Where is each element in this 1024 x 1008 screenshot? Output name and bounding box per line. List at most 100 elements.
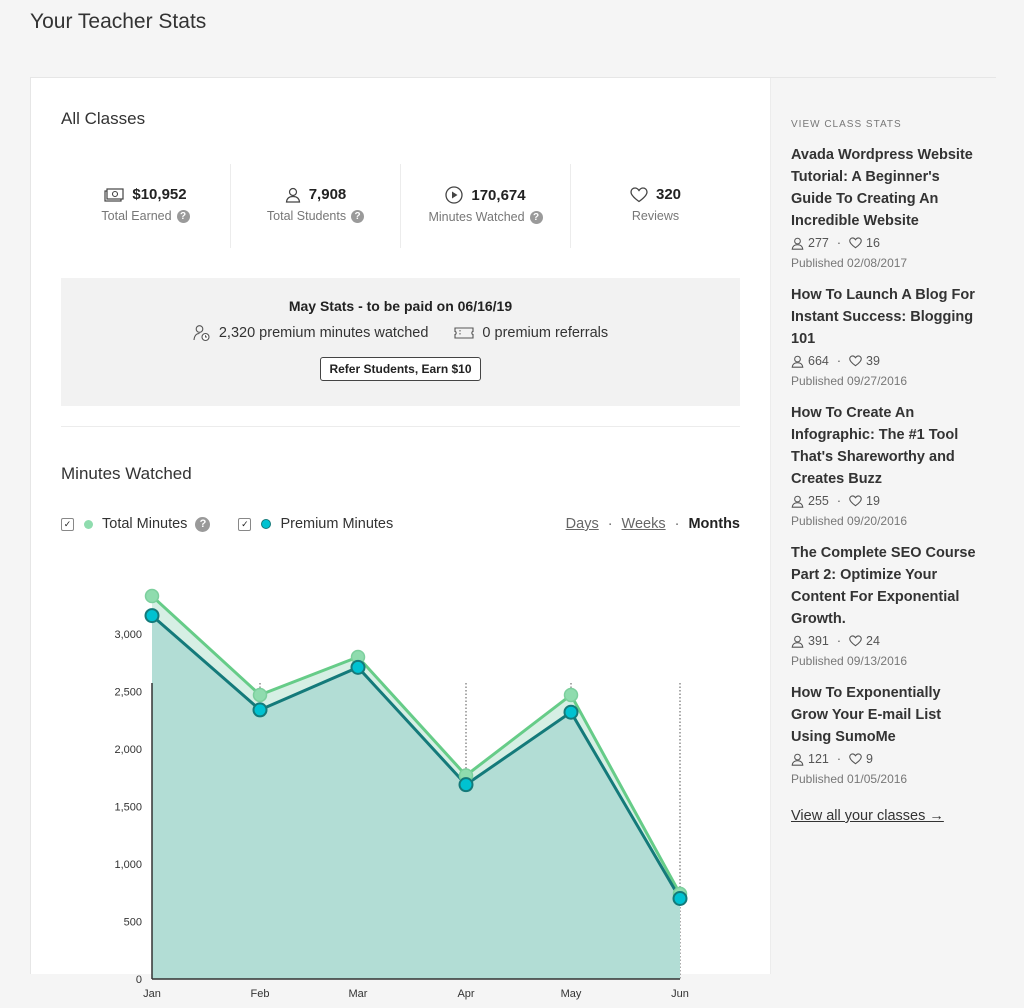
page-title: Your Teacher Stats	[30, 10, 207, 33]
meta-sep: ·	[836, 634, 842, 648]
y-tick-label: 3,000	[114, 629, 142, 641]
class-students: 277	[808, 236, 829, 250]
x-tick-label: Apr	[457, 988, 474, 1000]
range-sep: ·	[674, 516, 680, 532]
class-item[interactable]: The Complete SEO Course Part 2: Optimize…	[791, 542, 979, 668]
premium-minutes-dot	[261, 519, 272, 529]
minutes-watched-chart: 0 500 1,000 1,500 2,000 2,500 3,000 Jan Feb Mar Ap…	[114, 588, 689, 1000]
stat-label: Total Earned	[101, 209, 172, 223]
legend-premium-label: Premium Minutes	[280, 516, 394, 532]
main-panel: All Classes $10,952 Total Earned? 7,908 …	[31, 78, 770, 1000]
class-title[interactable]: How To Launch A Blog For Instant Success…	[791, 287, 975, 347]
total-minutes-dot	[84, 519, 93, 529]
x-tick-label: Mar	[349, 988, 368, 1000]
sidebar-heading: VIEW CLASS STATS	[791, 119, 902, 130]
stats-row: $10,952 Total Earned? 7,908 Total Studen…	[61, 164, 740, 248]
help-icon[interactable]: ?	[195, 516, 211, 532]
class-item[interactable]: How To Launch A Blog For Instant Success…	[791, 284, 979, 388]
class-title[interactable]: How To Exponentially Grow Your E-mail Li…	[791, 685, 942, 745]
y-tick-label: 2,000	[114, 744, 142, 756]
class-item[interactable]: How To Exponentially Grow Your E-mail Li…	[791, 682, 979, 786]
class-stats-sidebar: VIEW CLASS STATS Avada Wordpress Website…	[770, 78, 997, 974]
class-likes: 16	[866, 236, 880, 250]
meta-sep: ·	[836, 494, 842, 508]
class-published-date: Published 09/20/2016	[791, 514, 908, 528]
class-meta: 255 · 19	[791, 494, 979, 508]
stat-reviews: 320 Reviews	[571, 164, 740, 248]
class-item[interactable]: How To Create An Infographic: The #1 Too…	[791, 402, 979, 528]
class-likes: 39	[866, 354, 880, 368]
class-published-date: Published 09/13/2016	[791, 654, 908, 668]
total-minutes-checkbox[interactable]: ✓	[61, 517, 74, 531]
range-months-link[interactable]: Months	[688, 516, 740, 532]
class-students: 391	[808, 634, 829, 648]
may-stats-box: May Stats - to be paid on 06/16/19 2,320…	[61, 278, 740, 406]
heart-icon	[849, 237, 862, 249]
class-meta: 391 · 24	[791, 634, 979, 648]
heart-icon	[849, 753, 862, 765]
stats-card: All Classes $10,952 Total Earned? 7,908 …	[30, 77, 997, 1000]
legend-total-label: Total Minutes	[102, 516, 188, 532]
y-tick-label: 2,500	[114, 687, 142, 699]
user-icon	[791, 753, 804, 766]
chart-legend: ✓ Total Minutes ? ✓ Premium Minutes	[61, 516, 393, 532]
premium-referrals: 0 premium referrals	[454, 324, 608, 342]
class-meta: 664 · 39	[791, 354, 979, 368]
refer-students-button[interactable]: Refer Students, Earn $10	[320, 357, 481, 381]
y-tick-label: 0	[136, 974, 142, 986]
range-weeks-link[interactable]: Weeks	[621, 516, 666, 532]
minutes-watched-title: Minutes Watched	[61, 464, 192, 483]
class-title[interactable]: How To Create An Infographic: The #1 Too…	[791, 405, 959, 487]
stat-label: Reviews	[631, 209, 680, 223]
stat-value: 7,908	[308, 186, 347, 203]
class-students: 255	[808, 494, 829, 508]
help-icon[interactable]: ?	[176, 209, 190, 223]
x-tick-label: Jan	[143, 988, 161, 1000]
premium-minutes-point	[252, 702, 268, 718]
premium-minutes-point	[458, 777, 474, 793]
help-icon[interactable]: ?	[529, 210, 543, 224]
premium-minutes-line	[151, 614, 682, 900]
class-item[interactable]: Avada Wordpress Website Tutorial: A Begi…	[791, 144, 979, 270]
heart-icon	[849, 635, 862, 647]
total-minutes-point	[144, 588, 160, 604]
x-tick-label: May	[561, 988, 582, 1000]
x-tick-label: Jun	[671, 988, 689, 1000]
y-tick-label: 1,500	[114, 802, 142, 814]
heart-icon	[630, 186, 648, 202]
stat-label: Minutes Watched	[428, 210, 525, 224]
stat-value: 170,674	[471, 186, 526, 204]
total-minutes-point	[252, 687, 268, 703]
premium-minutes-checkbox[interactable]: ✓	[238, 517, 252, 531]
premium-minutes-point	[672, 891, 688, 906]
user-icon	[791, 635, 804, 648]
meta-sep: ·	[836, 354, 842, 368]
stat-total-students: 7,908 Total Students?	[231, 164, 401, 248]
class-title[interactable]: The Complete SEO Course Part 2: Optimize…	[791, 545, 976, 627]
stat-value: 320	[655, 186, 682, 203]
class-title[interactable]: Avada Wordpress Website Tutorial: A Begi…	[791, 147, 973, 229]
premium-minutes-point	[563, 704, 579, 720]
user-icon	[285, 187, 300, 203]
help-icon[interactable]: ?	[351, 209, 365, 223]
total-minutes-point	[563, 687, 579, 703]
meta-sep: ·	[836, 236, 842, 250]
class-students: 121	[808, 752, 829, 766]
user-icon	[791, 237, 804, 250]
premium-minutes-point	[350, 659, 366, 675]
stat-value: $10,952	[132, 186, 187, 203]
heart-icon	[849, 355, 862, 367]
user-clock-icon	[193, 325, 210, 342]
premium-minutes-point	[144, 608, 160, 624]
class-students: 664	[808, 354, 829, 368]
class-published-date: Published 02/08/2017	[791, 256, 908, 270]
class-likes: 19	[866, 494, 880, 508]
class-published-date: Published 01/05/2016	[791, 772, 908, 786]
premium-area	[152, 615, 680, 979]
total-minutes-line	[150, 594, 682, 895]
range-days-link[interactable]: Days	[565, 516, 599, 532]
view-all-classes-link[interactable]: View all your classes →	[791, 808, 944, 824]
ticket-icon	[454, 327, 474, 339]
y-tick-label: 500	[124, 917, 142, 929]
divider	[61, 426, 740, 427]
